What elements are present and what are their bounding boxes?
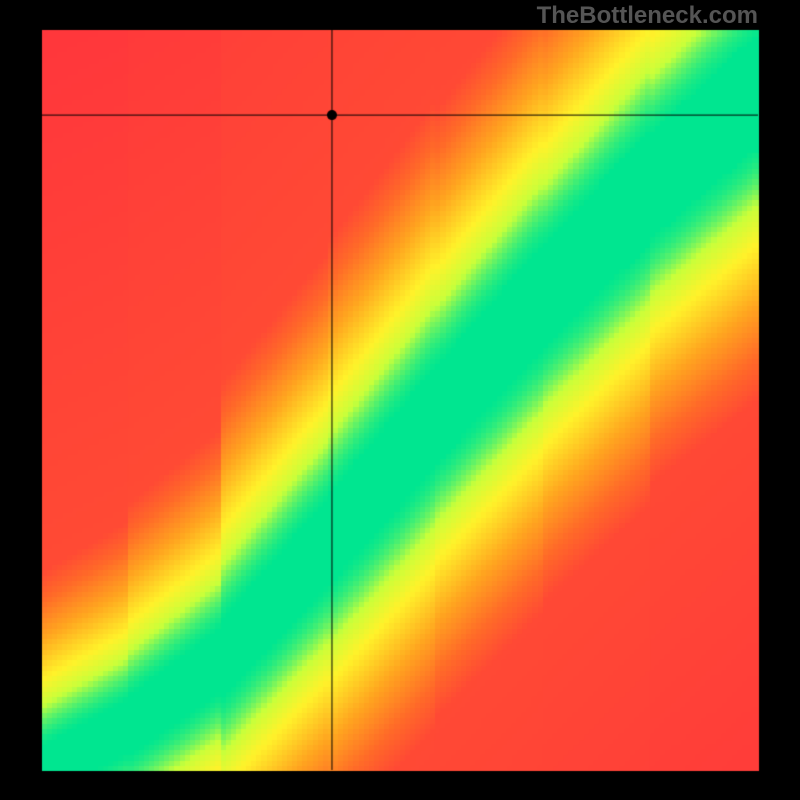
watermark-text: TheBottleneck.com (537, 2, 758, 30)
bottleneck-heatmap (0, 0, 800, 800)
